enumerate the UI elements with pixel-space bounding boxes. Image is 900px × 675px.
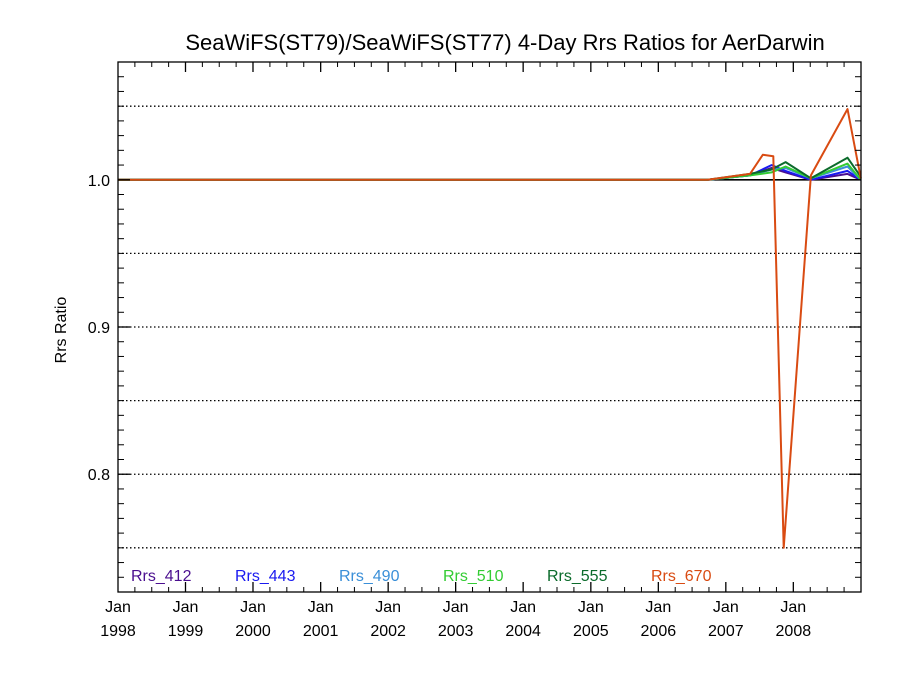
legend-entry-rrs-555: Rrs_555 — [547, 568, 608, 585]
x-tick-label-year: 2004 — [505, 623, 541, 640]
x-tick-label-year: 2005 — [573, 623, 609, 640]
axes: Jan 1998 Jan 1999 Jan 2000 Jan 2001 Jan 2002 Jan 20… — [88, 61, 862, 640]
x-tick-label-month: Jan — [645, 599, 671, 616]
x-tick-label-year: 2001 — [303, 623, 339, 640]
chart-title: SeaWiFS(ST79)/SeaWiFS(ST77) 4-Day Rrs Ra… — [185, 30, 824, 55]
x-tick-label-month: Jan — [173, 599, 199, 616]
legend-entry-rrs-412: Rrs_412 — [131, 568, 192, 585]
x-tick-label-year: 1998 — [100, 623, 136, 640]
x-tick-label-month: Jan — [510, 599, 536, 616]
y-tick-label: 1.0 — [88, 173, 110, 190]
y-axis-label: Rrs Ratio — [53, 297, 70, 364]
series-line-rrs-670 — [118, 108, 862, 549]
x-tick-label-year: 2000 — [235, 623, 271, 640]
x-tick-label-month: Jan — [443, 599, 469, 616]
x-tick-label-year: 2003 — [438, 623, 474, 640]
x-tick-label-month: Jan — [240, 599, 266, 616]
legend-entry-rrs-670: Rrs_670 — [651, 568, 712, 585]
y-tick-label: 0.8 — [88, 467, 110, 484]
legend-entry-rrs-490: Rrs_490 — [339, 568, 400, 585]
x-tick-label-month: Jan — [713, 599, 739, 616]
x-tick-label-year: 2006 — [641, 623, 677, 640]
x-tick-label-month: Jan — [105, 599, 131, 616]
x-tick-label-year: 1999 — [168, 623, 204, 640]
legend: Rrs_412 Rrs_443 Rrs_490 Rrs_510 Rrs_555 Rrs_6… — [131, 568, 712, 585]
x-tick-label-month: Jan — [375, 599, 401, 616]
y-tick-label: 0.9 — [88, 320, 110, 337]
x-tick-label-month: Jan — [308, 599, 334, 616]
x-tick-label-year: 2002 — [370, 623, 406, 640]
legend-entry-rrs-443: Rrs_443 — [235, 568, 296, 585]
series-lines — [118, 108, 862, 549]
x-tick-label-month: Jan — [780, 599, 806, 616]
x-tick-label-month: Jan — [578, 599, 604, 616]
x-tick-label-year: 2008 — [776, 623, 812, 640]
x-tick-label-year: 2007 — [708, 623, 744, 640]
legend-entry-rrs-510: Rrs_510 — [443, 568, 504, 585]
